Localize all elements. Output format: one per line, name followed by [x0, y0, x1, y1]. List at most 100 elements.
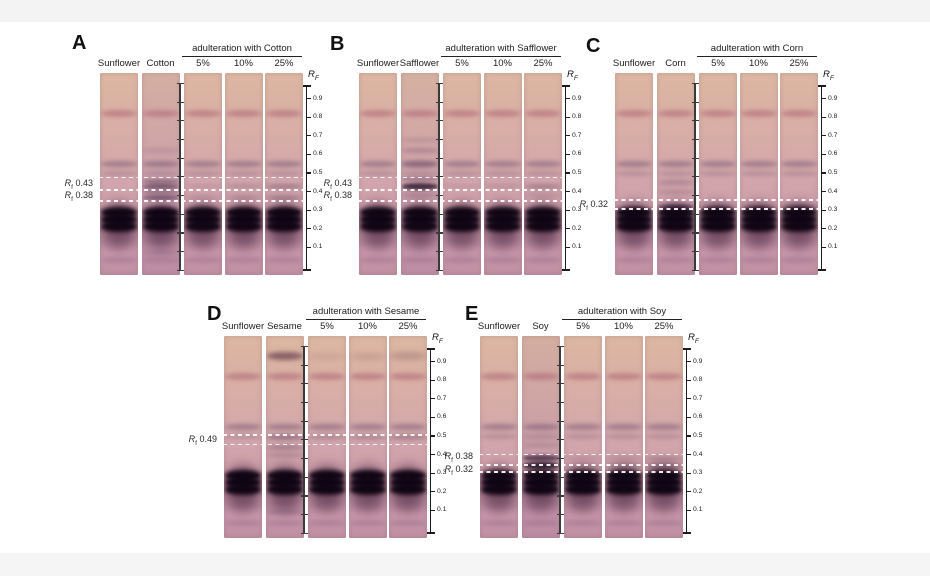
chromatography-band: [185, 195, 221, 200]
rf-axis-tick: [686, 509, 691, 511]
chromatography-band: [360, 170, 396, 176]
chromatography-band: [349, 484, 386, 496]
ruler-tick: [556, 532, 564, 534]
ruler-tick: [556, 383, 564, 385]
ruler-tick: [691, 101, 699, 103]
panel-B: B Sunflower Safflower adulteration with Saf…: [324, 33, 589, 275]
chromatography-band: [401, 176, 438, 181]
chromatography-band: [484, 160, 521, 167]
rf-axis-tick-label: 0.3: [693, 469, 703, 477]
panel-D: D Sunflower Sesame adulteration with Sesame…: [189, 303, 454, 538]
chromatography-band: [484, 235, 521, 248]
chromatography-band: [781, 235, 817, 248]
rf-axis-tick: [306, 153, 311, 155]
chromatography-band: [266, 509, 303, 516]
chromatography-band: [565, 423, 601, 430]
chromatography-band: [565, 498, 601, 511]
chromatography-band: [225, 109, 262, 117]
chromatography-band: [266, 109, 302, 117]
chromatography-band: [309, 520, 345, 527]
rf-axis-tick-label: 0.7: [437, 394, 447, 402]
chromatography-band: [700, 206, 736, 218]
chromatography-band: [101, 170, 137, 176]
chromatography-band: [390, 520, 426, 527]
ruler-tick: [435, 232, 443, 234]
rf-axis-title: RF: [308, 69, 319, 82]
rf-axis-tick-label: 0.9: [572, 94, 582, 102]
chromatography-band: [605, 520, 642, 527]
chromatography-band: [605, 456, 642, 461]
group-underline: [562, 319, 682, 320]
chromatography-band: [646, 477, 682, 488]
rf-annotation: Rf 0.38: [323, 189, 352, 203]
rf-axis-tick-label: 0.1: [828, 243, 838, 251]
chromatography-band: [225, 433, 261, 439]
percentage-label: 25%: [274, 58, 294, 69]
adulteration-group-label: adulteration with Corn: [710, 43, 804, 54]
ruler-tick: [691, 120, 699, 122]
chromatography-band: [101, 221, 137, 233]
rf-axis-tick: [430, 509, 435, 511]
ruler-tick: [300, 420, 308, 422]
rf-axis-title: RF: [567, 69, 578, 82]
chromatography-band: [309, 435, 345, 440]
chromatography-band: [142, 257, 179, 264]
rf-axis-tick-label: 0.3: [313, 206, 323, 214]
chromatography-band: [700, 257, 736, 264]
chromatography-band: [481, 498, 517, 511]
rf-axis-tick-label: 0.5: [828, 169, 838, 176]
ruler-tick: [176, 120, 184, 122]
chromatography-band: [101, 160, 137, 167]
chromatography-band: [266, 444, 303, 450]
chromatography-band: [781, 160, 817, 167]
chromatography-band: [646, 423, 682, 430]
chromatography-band: [360, 109, 396, 117]
rf-axis-tick-label: 0.4: [828, 187, 838, 195]
rf-axis-tick: [686, 435, 691, 437]
rf-axis-tick: [430, 454, 435, 456]
chromatography-band: [616, 235, 652, 248]
tlc-lane: [359, 73, 397, 275]
rf-axis-tick: [565, 135, 570, 137]
ruler-tick: [691, 195, 699, 197]
rf-axis-tick-label: 0.6: [572, 150, 582, 158]
ruler-tick: [176, 83, 184, 85]
rf-axis-tick-label: 0.8: [437, 376, 447, 384]
chromatography-band: [266, 433, 303, 439]
rf-axis-cap-bottom: [682, 532, 691, 534]
adulteration-group-label: adulteration with Sesame: [312, 306, 420, 317]
rf-annotation: Rf 0.32: [444, 463, 473, 477]
chromatography-band: [266, 183, 302, 189]
tlc-lane: [699, 73, 737, 275]
chromatography-band: [266, 452, 303, 457]
chromatography-band: [565, 372, 601, 380]
ruler-tick: [435, 139, 443, 141]
rf-axis-tick: [565, 191, 570, 193]
chromatography-band: [225, 484, 261, 496]
rf-axis-line: [306, 85, 308, 270]
rf-axis-tick-label: 0.1: [572, 243, 582, 251]
chromatography-band: [101, 235, 137, 248]
chromatography-band: [444, 206, 480, 218]
chromatography-band: [565, 520, 601, 527]
rf-axis-cap-bottom: [426, 532, 435, 534]
chromatography-band: [266, 235, 302, 248]
tlc-lane: [521, 336, 560, 538]
rf-axis-tick: [686, 361, 691, 363]
rf-axis-tick: [565, 98, 570, 100]
rf-marker-dashed-line: [479, 464, 684, 466]
chromatography-band: [616, 257, 652, 264]
chromatography-band: [266, 520, 303, 527]
chromatography-band: [225, 160, 262, 167]
chromatography-band: [401, 160, 438, 167]
rf-axis-cap-top: [302, 85, 311, 87]
rf-axis-tick: [430, 435, 435, 437]
chromatography-band: [401, 221, 438, 233]
chromatography-band: [401, 257, 438, 264]
chromatography-band: [185, 221, 221, 233]
panel-letter: D: [207, 303, 222, 325]
chromatography-band: [616, 221, 652, 233]
rf-marker-dashed-line: [223, 434, 428, 436]
chromatography-band: [616, 160, 652, 167]
chromatography-band: [266, 484, 303, 496]
